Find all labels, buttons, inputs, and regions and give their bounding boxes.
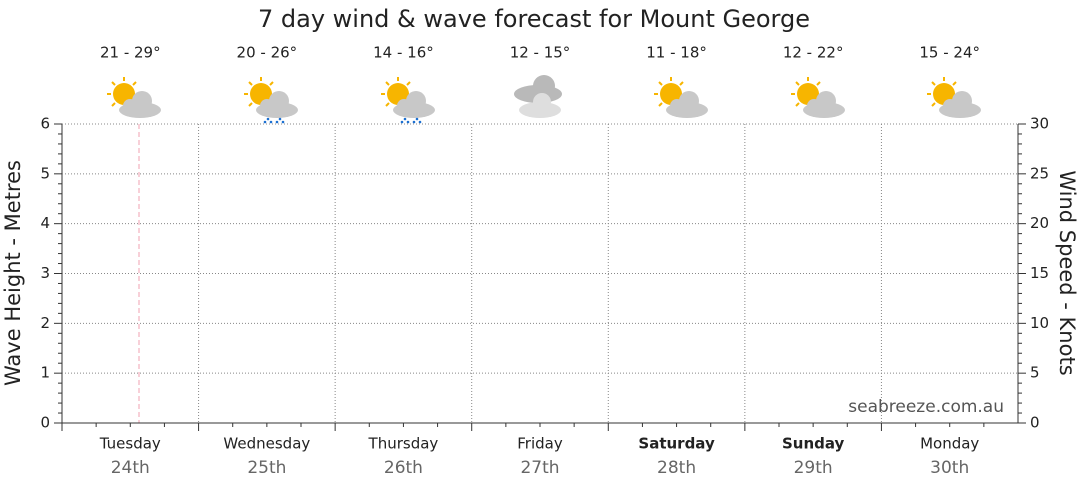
y2-tick-label: 5 <box>1030 364 1040 382</box>
temperature: 21 - 29° <box>100 44 161 62</box>
y2-tick-label: 15 <box>1030 264 1049 282</box>
y-tick-label: 5 <box>40 164 50 182</box>
y2-tick-label: 10 <box>1030 314 1049 332</box>
day-label: Tuesday <box>99 435 161 453</box>
date-label: 25th <box>247 458 286 478</box>
date-label: 28th <box>657 458 696 478</box>
temperature: 14 - 16° <box>373 44 434 62</box>
watermark: seabreeze.com.au <box>848 397 1004 417</box>
weather-icon <box>654 77 708 118</box>
weather-icon <box>107 77 161 118</box>
y2-tick-label: 25 <box>1030 164 1049 182</box>
y-tick-label: 3 <box>40 264 50 282</box>
day-label: Friday <box>517 435 563 453</box>
day-label: Saturday <box>638 435 715 453</box>
temperature: 12 - 22° <box>783 44 844 62</box>
day-label: Wednesday <box>223 435 310 453</box>
date-label: 30th <box>930 458 969 478</box>
temperature: 12 - 15° <box>510 44 571 62</box>
day-label: Thursday <box>368 435 439 453</box>
y-tick-label: 2 <box>40 314 50 332</box>
weather-icon <box>381 77 435 123</box>
y2-tick-label: 0 <box>1030 414 1040 432</box>
weather-icon <box>791 77 845 118</box>
chart-title: 7 day wind & wave forecast for Mount Geo… <box>258 5 810 33</box>
temperature: 11 - 18° <box>646 44 707 62</box>
temperature: 15 - 24° <box>919 44 980 62</box>
date-label: 24th <box>111 458 150 478</box>
date-label: 29th <box>794 458 833 478</box>
y2-tick-label: 30 <box>1030 115 1049 133</box>
y-axis-label: Wave Height - Metres <box>1 160 25 386</box>
day-label: Sunday <box>782 435 845 453</box>
weather-icon <box>927 77 981 118</box>
y-tick-label: 6 <box>40 115 50 133</box>
y-tick-label: 4 <box>40 214 50 232</box>
weather-icon <box>514 75 562 118</box>
day-label: Monday <box>920 435 979 453</box>
y2-axis-label: Wind Speed - Knots <box>1055 170 1079 375</box>
weather-icon <box>244 77 298 123</box>
temperature: 20 - 26° <box>237 44 298 62</box>
y2-tick-label: 20 <box>1030 214 1049 232</box>
y-tick-label: 0 <box>40 414 50 432</box>
y-tick-label: 1 <box>40 364 50 382</box>
date-label: 27th <box>520 458 559 478</box>
date-label: 26th <box>384 458 423 478</box>
